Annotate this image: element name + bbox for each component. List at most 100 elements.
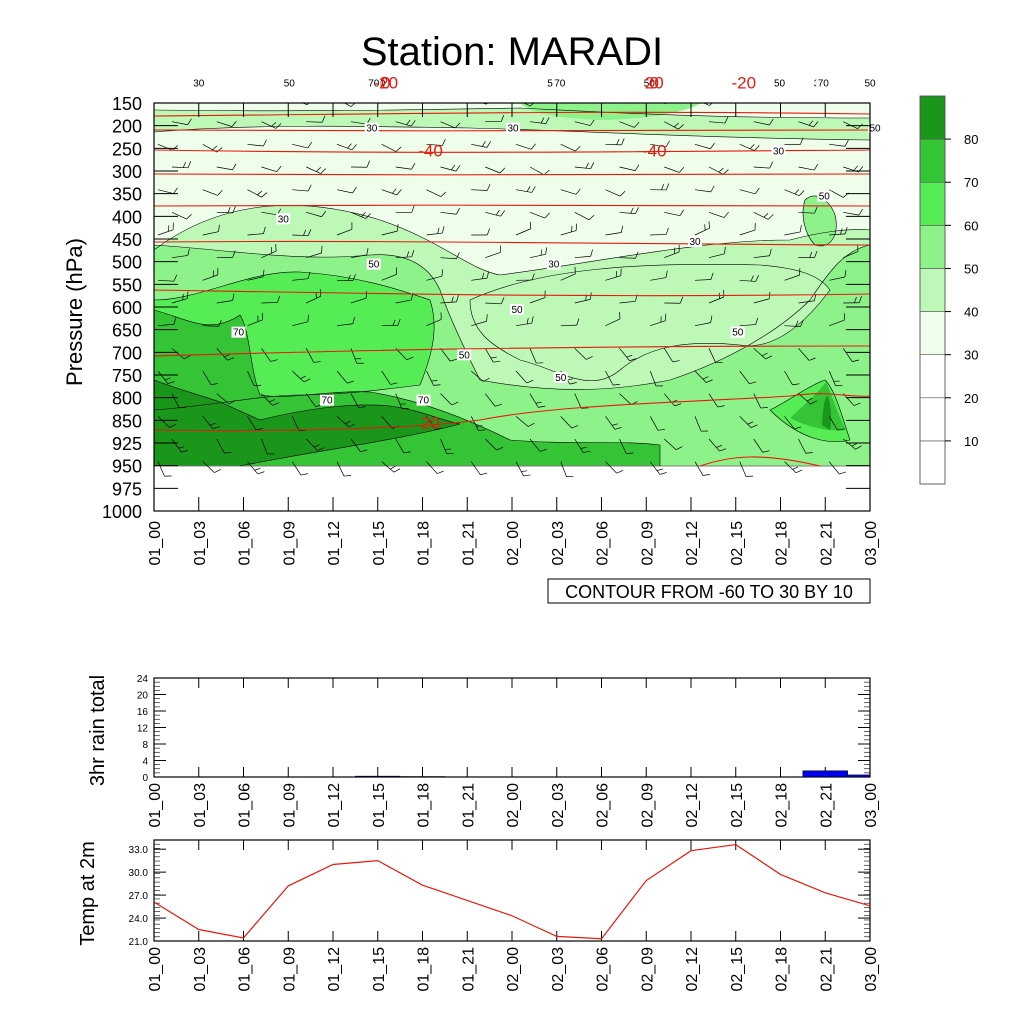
barb-flag (665, 140, 670, 148)
barb-staff (664, 121, 679, 130)
wind-barb (798, 250, 818, 259)
barb-flag (531, 186, 536, 193)
barb-flag (750, 424, 758, 428)
barb-flag (630, 207, 634, 214)
wind-barb (605, 268, 622, 281)
wind-barb (171, 161, 192, 169)
barb-staff (471, 277, 488, 281)
barb-flag (232, 163, 237, 170)
barb-flag (800, 319, 804, 327)
barb-flag (569, 382, 577, 385)
barb-flag (583, 450, 591, 453)
wind-barb (426, 189, 447, 197)
line-contour-label-bg (416, 394, 431, 406)
barb-staff (874, 235, 890, 236)
barb-flag (231, 120, 237, 127)
barb-staff (574, 299, 591, 304)
barb-flag (262, 269, 265, 277)
barb-flag (903, 246, 904, 253)
barb-staff (216, 438, 225, 454)
barb-flag (169, 93, 171, 99)
line-contour-label: 50 (864, 78, 876, 89)
x-tick-label: 01_00 (147, 783, 164, 828)
barb-staff (784, 189, 800, 196)
barb-flag (406, 356, 414, 361)
barb-staff (247, 319, 263, 326)
contour-line-0 (154, 107, 870, 119)
barb-flag (844, 270, 847, 278)
barb-staff (574, 348, 587, 360)
barb-staff (560, 230, 577, 236)
line-contour-label-bg (364, 122, 379, 134)
x-tick-label: 02_18 (774, 783, 791, 828)
barb-staff (664, 166, 680, 173)
barb-staff (663, 393, 675, 407)
wind-barb (261, 165, 282, 173)
barb-flag (717, 405, 725, 408)
wind-barb (382, 94, 401, 100)
barb-flag (792, 383, 800, 386)
wind-barb (515, 316, 534, 327)
barb-flag (530, 143, 536, 150)
band-80-right (822, 396, 832, 430)
barb-flag (390, 465, 396, 470)
barb-staff (305, 348, 315, 363)
barb-flag (433, 384, 441, 386)
barb-staff (529, 348, 537, 364)
barb-staff (798, 166, 815, 171)
barb-staff (785, 99, 801, 101)
wind-barb (784, 461, 803, 474)
wind-barb (350, 247, 369, 259)
barb-staff (560, 273, 576, 281)
wind-barb (202, 416, 220, 430)
wind-barb (829, 313, 845, 326)
x-tick-label: 02_15 (729, 521, 746, 566)
wind-barb (171, 248, 190, 259)
barb-flag (679, 296, 684, 304)
barb-staff (440, 393, 453, 406)
barb-flag (435, 427, 443, 430)
band-70-right (790, 382, 846, 431)
barb-flag (210, 383, 218, 386)
x-tick-label: 02_15 (729, 783, 746, 828)
y-tick-label: 0 (142, 773, 148, 784)
wind-barb (529, 247, 548, 259)
barb-flag (589, 119, 595, 126)
wind-barb (306, 245, 323, 259)
x-tick-label: 02_12 (684, 947, 701, 992)
panel-y-label: Temp at 2m (77, 841, 99, 945)
barb-flag (719, 448, 727, 452)
barb-flag (178, 446, 185, 449)
temp-panel: 21.0 24.0 27.0 30.0 33.0 01_00 01_03 01_06 01_09… (77, 839, 880, 992)
barb-staff (574, 166, 591, 170)
barb-staff (171, 393, 180, 409)
wind-barb (247, 139, 267, 147)
wind-barb (874, 229, 893, 235)
wind-barb (395, 162, 416, 170)
wind-barb (426, 138, 446, 146)
barb-staff (216, 121, 233, 127)
x-tick-label: 01_09 (281, 521, 298, 566)
colorbar-tick-label: 10 (964, 434, 978, 449)
wind-barb (708, 116, 729, 124)
barb-flag (307, 141, 313, 149)
panel-frame (153, 839, 871, 942)
wind-barb (305, 438, 324, 451)
wind-barb (292, 271, 311, 281)
barb-flag (360, 449, 368, 453)
barb-flag (710, 272, 714, 280)
barb-staff (336, 323, 353, 327)
barb-flag (754, 145, 760, 151)
barb-staff (202, 231, 219, 236)
barb-flag (679, 209, 684, 216)
barb-flag (857, 123, 863, 129)
y-tick-label: 700 (112, 343, 142, 363)
barb-flag (437, 96, 440, 101)
wind-barb (694, 272, 714, 281)
barb-staff (426, 143, 443, 146)
barb-staff (381, 144, 397, 152)
barb-staff (694, 227, 710, 236)
barb-flag (853, 402, 861, 406)
x-tick-label: 01_12 (326, 947, 343, 992)
wind-barb (560, 223, 578, 236)
